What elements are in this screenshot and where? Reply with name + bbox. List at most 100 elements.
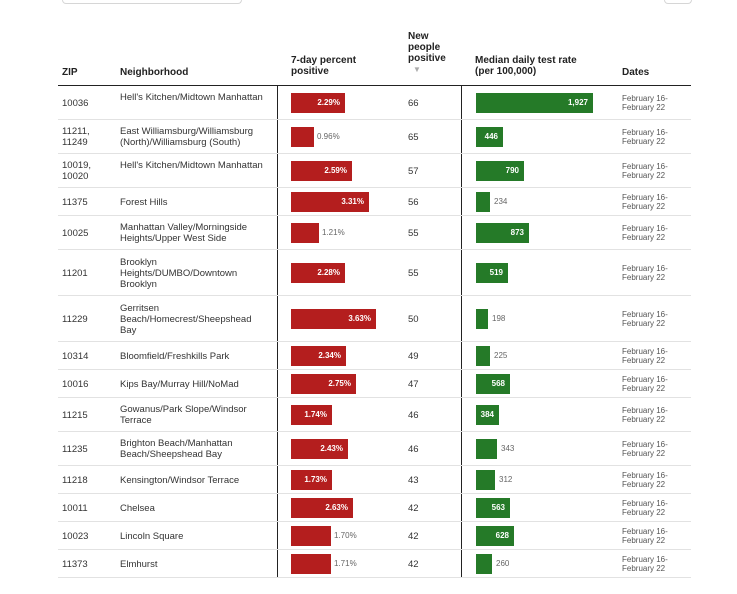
new-header-line2: people <box>408 42 441 53</box>
percent-bar <box>291 127 314 147</box>
percent-label: 2.59% <box>324 166 347 175</box>
zip-cell: 11373 <box>62 558 88 570</box>
test-rate-bar: 628 <box>476 526 514 546</box>
table-row: 11215 Gowanus/Park Slope/Windsor Terrace 1… <box>58 398 691 432</box>
test-rate-label: 198 <box>492 314 506 323</box>
percent-bar: 2.63% <box>291 498 353 518</box>
percent-column-divider <box>277 86 278 577</box>
rate-header-line2: (per 100,000) <box>475 66 537 77</box>
test-rate-bar <box>476 439 497 459</box>
test-rate-bar <box>476 346 490 366</box>
percent-bar: 1.74% <box>291 405 332 425</box>
table-row: 10023 Lincoln Square 1.70% 42 628 February 16… <box>58 522 691 550</box>
new-positive-cell: 55 <box>408 267 419 279</box>
rate-header-line1: Median daily test rate <box>475 55 577 66</box>
zip-cell: 11375 <box>62 196 88 208</box>
dates-cell: February 16-February 22 <box>622 128 668 146</box>
new-positive-cell: 42 <box>408 502 419 514</box>
test-rate-label: 790 <box>505 166 519 175</box>
table-header: ZIP Neighborhood 7-day percent positive … <box>0 0 737 86</box>
dates-cell: February 16-February 22 <box>622 162 668 180</box>
percent-column-header[interactable]: 7-day percent positive <box>291 55 356 77</box>
percent-bar <box>291 526 331 546</box>
zip-cell: 11229 <box>62 313 88 325</box>
new-positive-cell: 56 <box>408 196 419 208</box>
new-positive-cell: 50 <box>408 313 419 325</box>
zip-cell: 11235 <box>62 443 88 455</box>
dates-cell: February 16-February 22 <box>622 406 668 424</box>
new-positive-cell: 42 <box>408 530 419 542</box>
zip-cell: 11218 <box>62 474 88 486</box>
test-rate-label: 873 <box>510 228 524 237</box>
table-row: 10011 Chelsea 2.63% 42 563 February 16-Februa… <box>58 494 691 522</box>
dates-column-header[interactable]: Dates <box>622 67 650 78</box>
test-rate-bar: 384 <box>476 405 499 425</box>
percent-label: 3.63% <box>348 314 371 323</box>
table-row: 11218 Kensington/Windsor Terrace 1.73% 43 31… <box>58 466 691 494</box>
test-rate-label: 384 <box>480 410 494 419</box>
table-row: 10016 Kips Bay/Murray Hill/NoMad 2.75% 47 56… <box>58 370 691 398</box>
test-rate-label: 628 <box>495 531 509 540</box>
new-positive-cell: 49 <box>408 350 419 362</box>
dates-cell: February 16-February 22 <box>622 94 668 112</box>
zip-column-header[interactable]: ZIP <box>62 67 78 78</box>
percent-bar: 3.63% <box>291 309 376 329</box>
zip-cell: 11211, 11249 <box>62 126 90 148</box>
test-rate-bar <box>476 470 495 490</box>
percent-label: 1.73% <box>304 475 327 484</box>
table-row: 11211, 11249 East Williamsburg/Williamsbu… <box>58 120 691 154</box>
percent-header-line2: positive <box>291 66 329 77</box>
test-rate-label: 519 <box>489 268 503 277</box>
test-rate-label: 260 <box>496 559 510 568</box>
percent-header-line1: 7-day percent <box>291 55 357 66</box>
percent-label: 2.63% <box>325 503 348 512</box>
neighborhood-cell: Kips Bay/Murray Hill/NoMad <box>120 378 239 390</box>
percent-label: 2.34% <box>318 351 341 360</box>
new-positive-cell: 46 <box>408 409 419 421</box>
test-rate-bar: 446 <box>476 127 503 147</box>
zip-cell: 10023 <box>62 530 89 542</box>
neighborhood-cell: Kensington/Windsor Terrace <box>120 474 240 486</box>
percent-bar: 2.28% <box>291 263 345 283</box>
rate-column-header[interactable]: Median daily test rate (per 100,000) <box>475 55 577 77</box>
test-rate-bar: 790 <box>476 161 524 181</box>
percent-bar: 2.75% <box>291 374 356 394</box>
zip-cell: 11215 <box>62 409 88 421</box>
neighborhood-cell: Elmhurst <box>120 558 158 570</box>
new-positive-cell: 57 <box>408 165 419 177</box>
neighborhood-cell: Bloomfield/Freshkills Park <box>120 350 230 362</box>
test-rate-bar: 873 <box>476 223 529 243</box>
dates-cell: February 16-February 22 <box>622 440 668 458</box>
new-header-line3: positive <box>408 53 446 64</box>
percent-bar <box>291 554 331 574</box>
dates-cell: February 16-February 22 <box>622 471 668 489</box>
dates-cell: February 16-February 22 <box>622 347 668 365</box>
table-row: 11201 Brooklyn Heights/DUMBO/Downtown Bro… <box>58 250 691 296</box>
percent-label: 1.71% <box>334 559 357 568</box>
test-rate-label: 446 <box>484 132 498 141</box>
table-row: 10036 Hell's Kitchen/Midtown Manhattan 2.2… <box>58 86 691 120</box>
test-rate-label: 563 <box>491 503 505 512</box>
new-positive-column-header[interactable]: New people positive <box>408 31 446 64</box>
neighborhood-cell: Manhattan Valley/Morningside Heights/Upp… <box>120 222 248 244</box>
percent-bar: 2.29% <box>291 93 345 113</box>
table-row: 10025 Manhattan Valley/Morningside Height… <box>58 216 691 250</box>
dates-cell: February 16-February 22 <box>622 310 668 328</box>
new-positive-cell: 47 <box>408 378 419 390</box>
test-rate-bar: 519 <box>476 263 508 283</box>
test-rate-bar <box>476 192 490 212</box>
test-rate-label: 568 <box>491 379 505 388</box>
test-rate-bar: 1,927 <box>476 93 593 113</box>
dates-cell: February 16-February 22 <box>622 555 668 573</box>
neighborhood-cell: Lincoln Square <box>120 530 184 542</box>
percent-bar <box>291 223 319 243</box>
percent-bar: 1.73% <box>291 470 332 490</box>
neighborhood-cell: Hell's Kitchen/Midtown Manhattan <box>120 92 263 103</box>
test-rate-label: 234 <box>494 197 508 206</box>
new-positive-cell: 55 <box>408 227 419 239</box>
percent-bar: 2.43% <box>291 439 348 459</box>
table-row: 11373 Elmhurst 1.71% 42 260 February 16-Febru… <box>58 550 691 578</box>
neighborhood-column-header[interactable]: Neighborhood <box>120 67 189 78</box>
percent-label: 2.29% <box>317 98 340 107</box>
dates-cell: February 16-February 22 <box>622 224 668 242</box>
